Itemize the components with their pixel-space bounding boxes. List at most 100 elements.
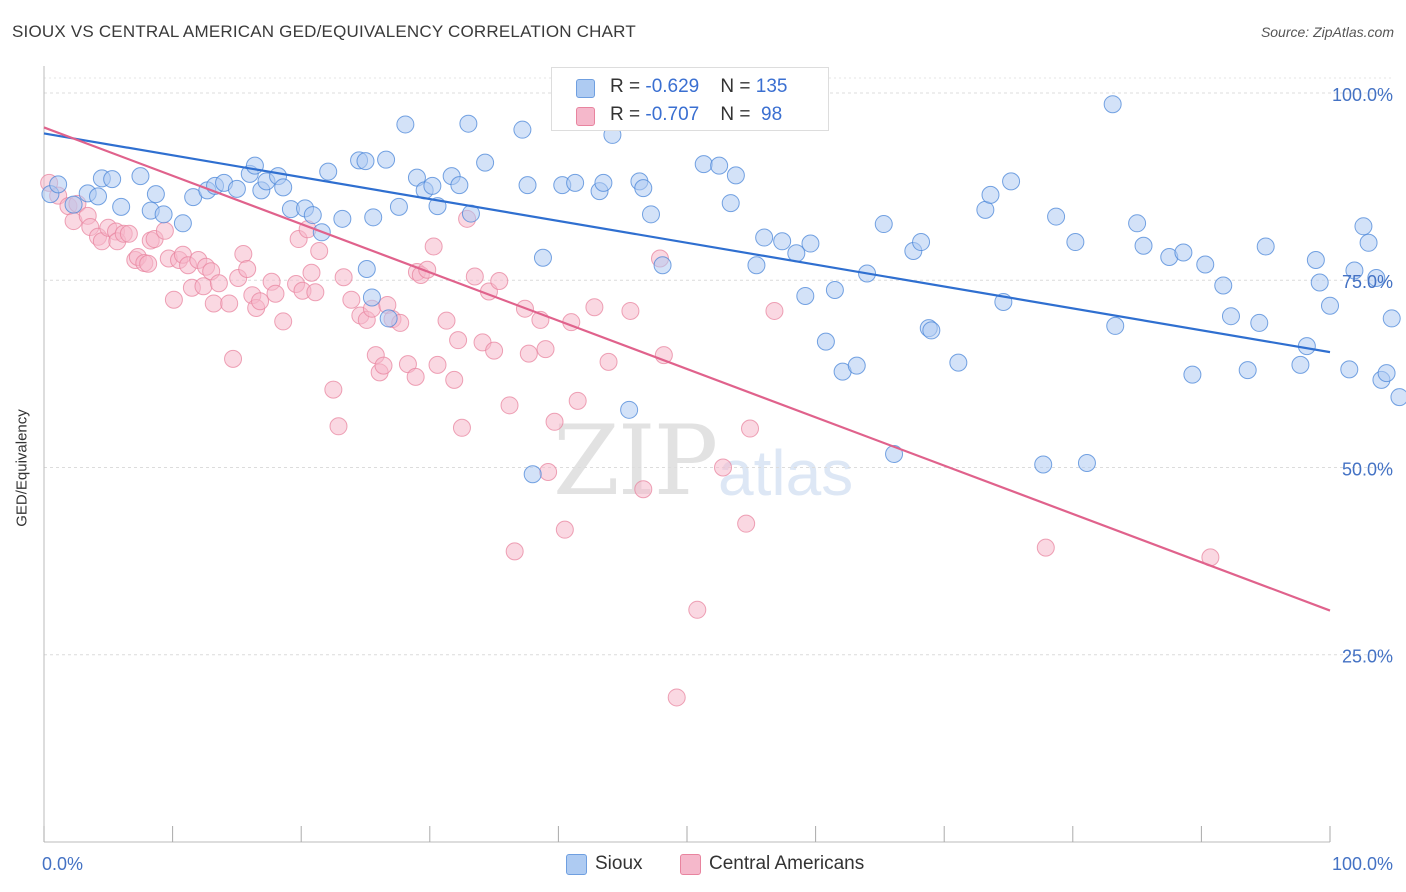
sioux-point	[1321, 296, 1339, 315]
central-american-point	[599, 352, 618, 371]
sioux-point	[518, 176, 537, 195]
sioux-point	[694, 155, 713, 174]
sioux-point	[103, 170, 122, 189]
central-american-point	[204, 294, 223, 313]
central-american-point	[714, 458, 733, 477]
central-american-point	[437, 311, 456, 330]
sioux-point	[274, 178, 293, 197]
legend-swatch-sioux	[566, 854, 587, 875]
sioux-point	[154, 205, 173, 224]
y-tick-label: 50.0%	[1342, 459, 1393, 479]
central-american-point	[334, 268, 353, 287]
y-tick-label: 75.0%	[1342, 272, 1393, 292]
legend-r-value: -0.629	[645, 76, 700, 97]
central-american-point	[568, 391, 587, 410]
central-american-point	[139, 254, 158, 273]
sioux-point	[1382, 309, 1401, 328]
sioux-point	[1128, 214, 1147, 233]
sioux-point	[389, 197, 408, 216]
central-american-point	[449, 331, 468, 350]
central-american-point	[266, 284, 285, 303]
sioux-point	[1034, 455, 1053, 474]
sioux-point	[1345, 261, 1364, 280]
central-american-point	[555, 520, 574, 539]
legend-n-value: 135	[755, 76, 788, 97]
sioux-point	[1390, 388, 1406, 407]
sioux-point	[173, 214, 192, 233]
central-american-point	[324, 380, 343, 399]
legend-r-label: R =	[610, 76, 646, 97]
sioux-point	[319, 162, 338, 181]
trend-lines	[43, 126, 1331, 612]
sioux-point	[459, 114, 478, 133]
sioux-point	[620, 400, 639, 419]
sioux-point	[922, 321, 941, 340]
central-american-point	[485, 341, 504, 360]
central-american-point	[539, 462, 558, 481]
central-american-point	[505, 542, 524, 561]
sioux-point	[773, 232, 792, 251]
sioux-point	[653, 256, 672, 275]
sioux-point	[362, 288, 381, 307]
central-american-point	[452, 418, 471, 437]
central-american-point	[465, 267, 484, 286]
central-american-point	[688, 600, 707, 619]
central-american-point	[119, 224, 138, 243]
sioux-point	[825, 280, 844, 299]
x-tick-label: 0.0%	[42, 854, 83, 874]
sioux-point	[1310, 273, 1329, 292]
sioux-point	[1221, 307, 1240, 326]
sioux-point	[1214, 276, 1233, 295]
sioux-point	[533, 248, 552, 267]
sioux-point	[356, 152, 375, 171]
central-american-point	[490, 271, 509, 290]
sioux-point	[1359, 233, 1378, 252]
chart-title: SIOUX VS CENTRAL AMERICAN GED/EQUIVALENC…	[12, 22, 636, 41]
sioux-point	[476, 153, 495, 172]
legend-n-label: N =	[720, 104, 756, 125]
legend-label-central-americans: Central Americans	[709, 853, 865, 874]
sioux-point	[641, 205, 660, 224]
sioux-point	[721, 194, 740, 213]
sioux-point	[747, 256, 766, 275]
sioux-point	[981, 185, 1000, 204]
sioux-point	[594, 173, 613, 192]
central-american-point	[585, 298, 604, 317]
source-attribution: Source: ZipAtlas.com	[1260, 24, 1394, 40]
sioux-point	[912, 233, 931, 252]
sioux-point	[523, 465, 542, 484]
sioux-point	[146, 185, 165, 204]
central-american-point	[194, 277, 213, 296]
central-american-point	[274, 312, 293, 331]
sioux-point	[112, 197, 131, 216]
sioux-point	[1103, 95, 1122, 114]
central-american-point	[224, 349, 243, 368]
central-american-point	[406, 367, 425, 386]
sioux-point	[566, 173, 585, 192]
sioux-point	[1256, 237, 1275, 256]
sioux-point	[227, 179, 246, 198]
sioux-point	[847, 356, 866, 375]
sioux-point	[1134, 236, 1153, 255]
sioux-point	[357, 260, 376, 278]
correlation-legend: R = -0.629 N = 135 R = -0.707 N = 98	[551, 67, 829, 131]
sioux-point	[787, 244, 806, 263]
sioux-point	[1354, 217, 1373, 236]
sioux-point	[755, 228, 774, 247]
central-american-point	[1036, 538, 1055, 557]
sioux-point	[49, 175, 68, 194]
sioux-point	[513, 120, 532, 139]
x-tick-label: 100.0%	[1332, 854, 1393, 874]
sioux-point	[423, 176, 442, 195]
sioux-point	[949, 353, 968, 372]
sioux-point	[450, 176, 469, 195]
sioux-point	[874, 215, 893, 234]
central-american-point	[306, 283, 325, 302]
sioux-point	[333, 209, 352, 228]
central-american-point	[220, 294, 239, 313]
sioux-point	[1306, 251, 1325, 270]
sioux-point	[1238, 361, 1257, 380]
sioux-point	[1196, 255, 1215, 274]
sioux-point	[89, 187, 108, 206]
central-american-point	[310, 242, 329, 261]
